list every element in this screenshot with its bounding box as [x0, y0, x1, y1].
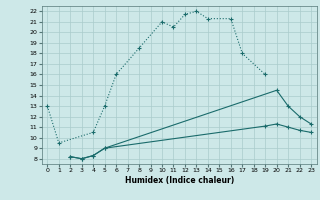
X-axis label: Humidex (Indice chaleur): Humidex (Indice chaleur)	[124, 176, 234, 185]
